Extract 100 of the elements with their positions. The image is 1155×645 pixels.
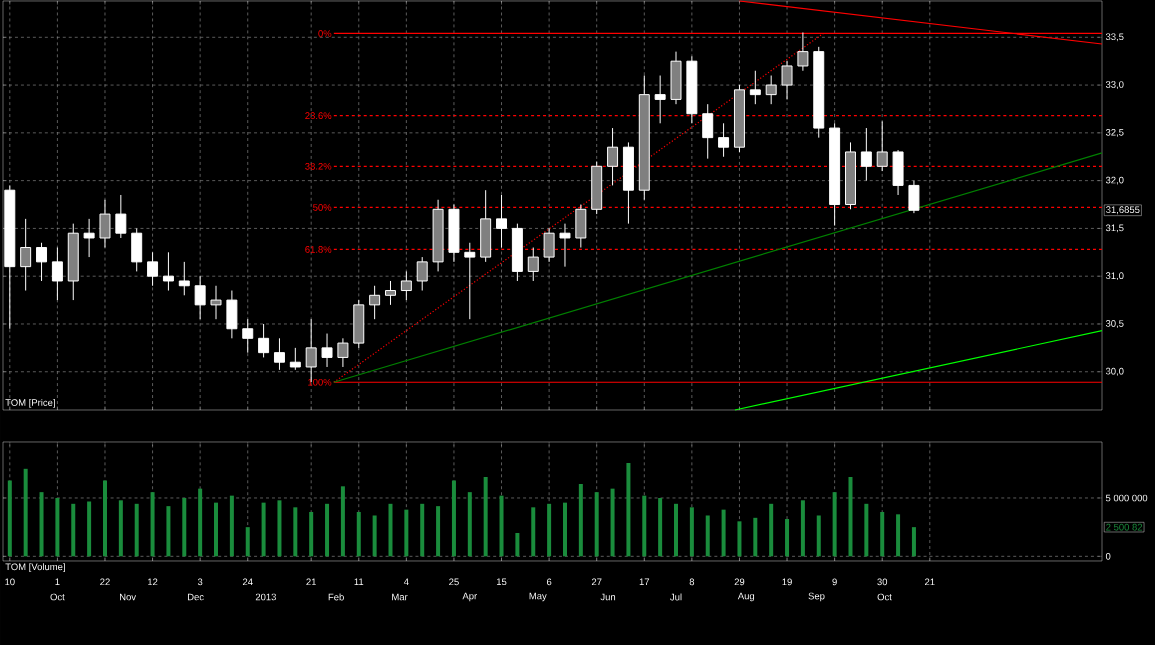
bar (436, 506, 441, 557)
bar (420, 503, 425, 557)
candlestick (765, 75, 777, 105)
bar (214, 502, 219, 557)
x-tick-label: 9 (832, 578, 837, 586)
x-tick-label: 3 (197, 578, 203, 586)
x-tick-label: 17 (639, 578, 650, 586)
y-tick-label: 0 (1105, 552, 1111, 560)
bar (753, 517, 758, 557)
bar (848, 476, 853, 557)
candlestick (337, 337, 349, 368)
candlestick (51, 247, 63, 301)
y-tick-label: 31,0 (1105, 272, 1124, 281)
series-label: 0% (318, 30, 332, 37)
candlestick (749, 70, 761, 105)
bar (150, 492, 155, 557)
x-tick-label: 21 (925, 578, 935, 586)
bar (769, 503, 774, 557)
bar (689, 507, 694, 557)
candlestick (289, 347, 301, 371)
bar (642, 495, 647, 557)
y-tick-label: 33,5 (1105, 33, 1124, 42)
y-tick-label: 33,0 (1105, 81, 1124, 89)
bar (309, 511, 314, 557)
x-tick-label: 29 (734, 578, 745, 586)
bar (515, 532, 520, 557)
y-tick-label: 30,0 (1105, 367, 1124, 376)
series-label: 38.2% (305, 162, 332, 170)
candlestick (321, 333, 333, 368)
x2-tick-label: Dec (187, 593, 204, 601)
candlestick (194, 275, 206, 320)
bar (404, 509, 409, 557)
x2-tick-label: Jul (670, 593, 682, 601)
bar (610, 488, 615, 557)
bar (658, 497, 663, 557)
x2-tick-label: Sep (808, 592, 825, 602)
x2-tick-label: Mar (392, 593, 408, 601)
candlestick (559, 223, 571, 268)
bar (7, 480, 12, 557)
candlestick (876, 120, 888, 172)
x-tick-label: 22 (100, 578, 110, 586)
x-tick-label: 25 (449, 578, 459, 586)
x2-tick-label: Oct (50, 593, 65, 601)
bar (55, 497, 60, 557)
bar (562, 502, 567, 557)
candlestick (178, 261, 190, 296)
bar (547, 503, 552, 557)
x2-tick-label: Apr (462, 592, 478, 602)
series-label: 23.6% (305, 112, 332, 119)
candlestick (527, 247, 539, 282)
bar (864, 503, 869, 557)
y-tick-label: 30,5 (1105, 320, 1124, 328)
x2-tick-label: Oct (877, 593, 892, 601)
x2-tick-label: Jun (600, 593, 616, 601)
bar (880, 511, 885, 557)
bar (832, 492, 837, 557)
bar (71, 503, 76, 557)
bar (578, 483, 583, 557)
x-tick-label: 27 (591, 578, 602, 586)
bar (388, 503, 393, 557)
bar (325, 503, 330, 557)
x-tick-label: 21 (306, 578, 316, 586)
bar (800, 500, 805, 557)
x-tick-label: 1 (55, 578, 60, 586)
text: TOM [Volume] (5, 563, 65, 573)
bar (229, 495, 234, 557)
bar (594, 492, 599, 557)
bar (182, 497, 187, 557)
candlestick (20, 218, 32, 292)
bar (737, 521, 742, 557)
candlestick (702, 103, 714, 160)
candlestick (210, 285, 222, 320)
bar (896, 514, 901, 557)
text: 31,6855 (1106, 206, 1140, 215)
candlestick (36, 242, 48, 282)
x-tick-label: 10 (5, 578, 15, 586)
x-tick-label: 4 (403, 578, 409, 586)
x2-tick-label: Aug (737, 592, 755, 602)
candlestick (83, 218, 95, 258)
bar (134, 503, 139, 557)
bar (531, 507, 536, 557)
y-tick-label: 32,0 (1105, 176, 1124, 185)
bar (451, 480, 456, 557)
bar (499, 495, 504, 557)
candlestick (273, 337, 285, 371)
candlestick (400, 270, 412, 301)
bar (102, 480, 107, 557)
bar (39, 492, 44, 557)
bar (23, 468, 28, 557)
candlestick (718, 122, 730, 158)
bar (467, 492, 472, 557)
x-tick-label: 15 (496, 578, 507, 586)
y-tick-label: 5 000 000 (1105, 494, 1148, 502)
x-tick-label: 12 (148, 578, 158, 586)
bar (911, 527, 916, 557)
candlestick (242, 318, 254, 354)
candlestick (416, 256, 428, 292)
candlestick (654, 75, 666, 124)
x-tick-label: 6 (546, 578, 552, 586)
text: 2 500 82 (1106, 523, 1143, 531)
